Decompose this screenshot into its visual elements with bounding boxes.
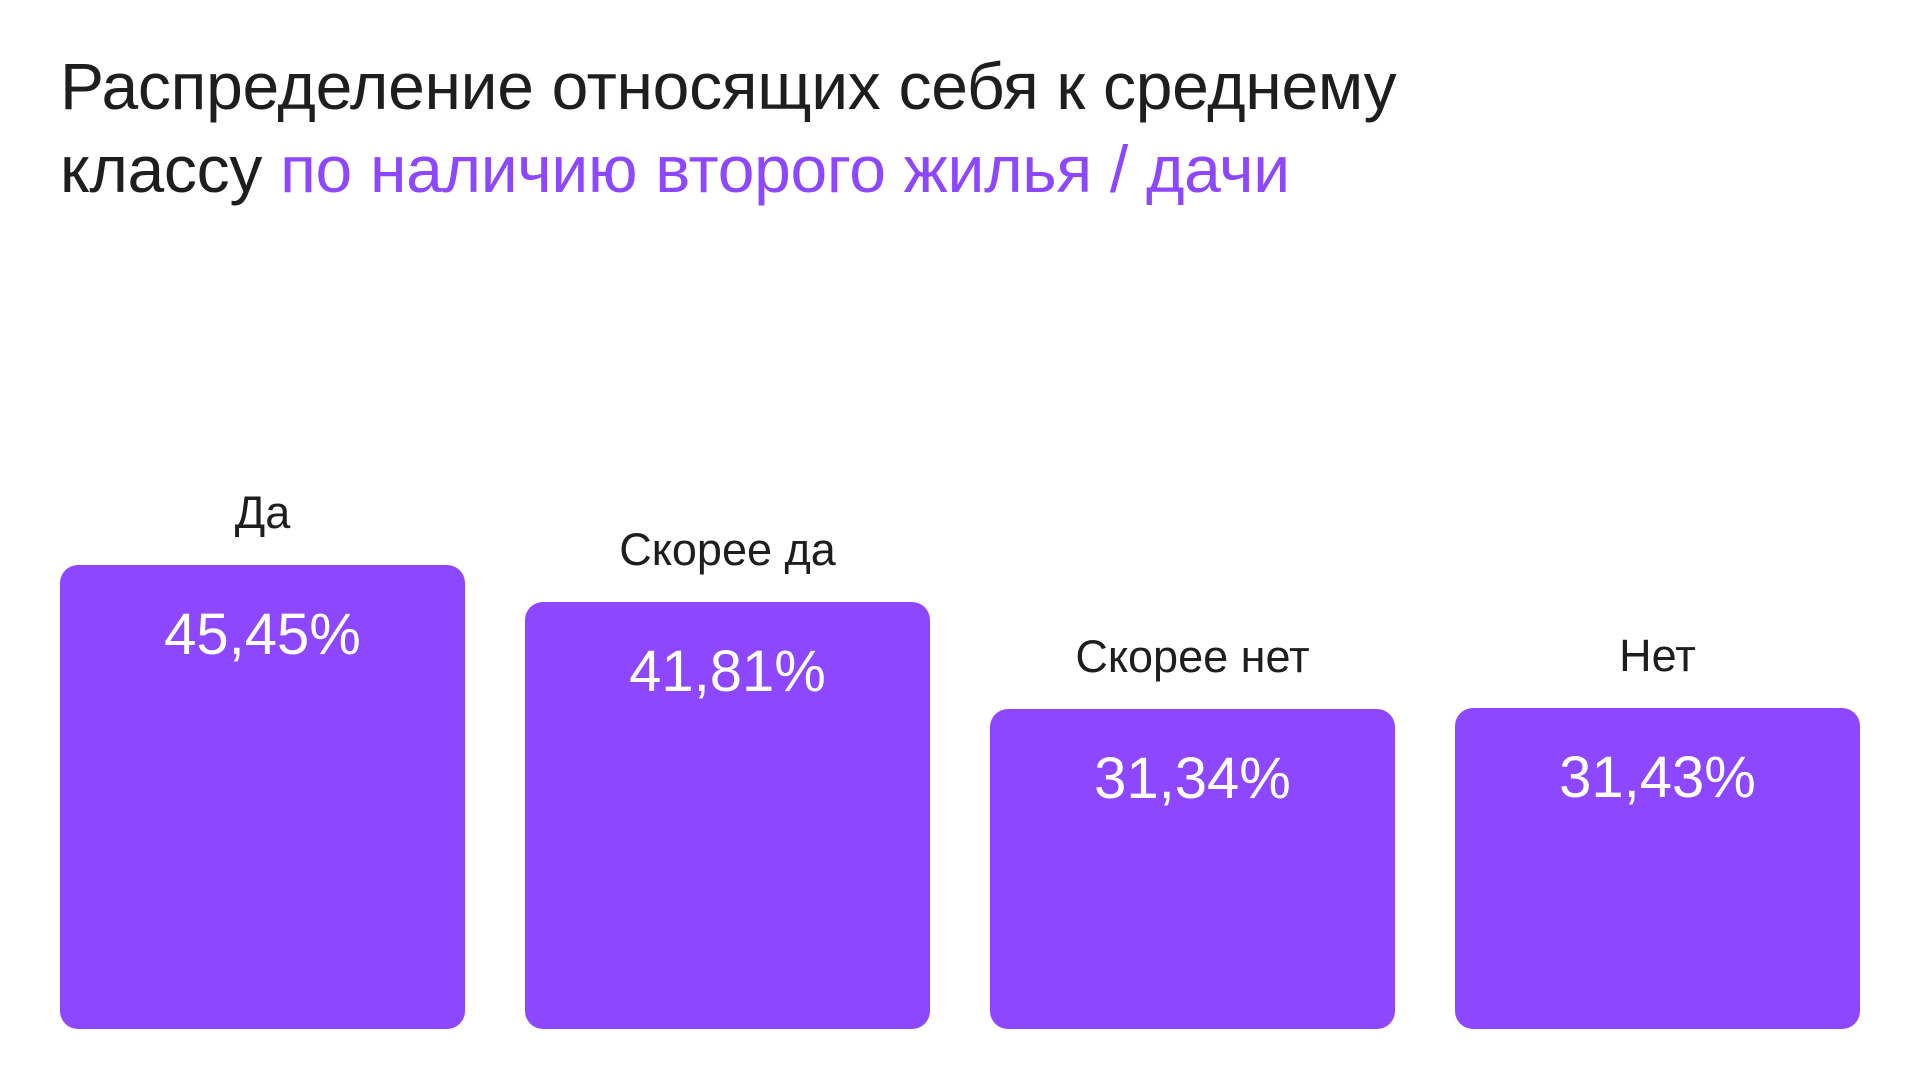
title-line-1: Распределение относящих себя к среднему [60, 49, 1397, 123]
bar-group-skoree-net: Скорее нет 31,34% [990, 631, 1395, 1029]
bar: 45,45% [60, 565, 465, 1029]
bar-value-label: 45,45% [164, 602, 361, 667]
bar-value-label: 41,81% [629, 639, 826, 704]
title-line-2-accent: по наличию второго жилья / дачи [280, 132, 1290, 206]
title-line-2-plain: классу [60, 132, 263, 206]
bar-value-label: 31,34% [1094, 746, 1291, 811]
bar-category-label: Нет [1619, 630, 1696, 681]
bar-group-net: Нет 31,43% [1455, 630, 1860, 1029]
bar-category-label: Скорее нет [1075, 631, 1310, 682]
bar-category-label: Да [234, 487, 291, 538]
bar-group-da: Да 45,45% [60, 487, 465, 1029]
bar: 31,34% [990, 709, 1395, 1029]
chart-title: Распределение относящих себя к среднему … [60, 45, 1820, 211]
bar-group-skoree-da: Скорее да 41,81% [525, 524, 930, 1029]
bar-category-label: Скорее да [619, 524, 836, 575]
bar: 41,81% [525, 602, 930, 1029]
bar-value-label: 31,43% [1559, 745, 1756, 810]
bar: 31,43% [1455, 708, 1860, 1029]
